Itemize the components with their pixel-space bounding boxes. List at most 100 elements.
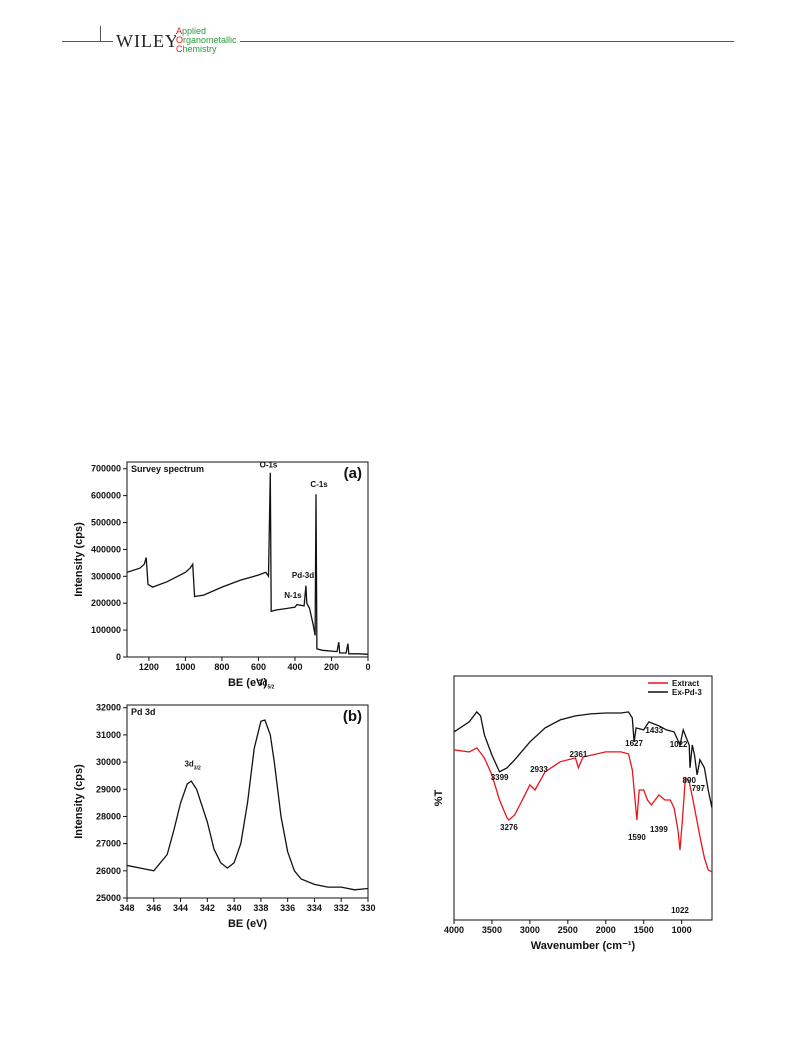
journal-word: Organometallic bbox=[176, 35, 237, 45]
panel-label: (b) bbox=[343, 708, 362, 725]
peak-label-text: 1590 bbox=[628, 833, 646, 842]
x-tick-label: 340 bbox=[227, 903, 242, 913]
publisher: WILEY bbox=[113, 31, 182, 52]
x-tick-label: 334 bbox=[307, 903, 322, 913]
x-tick-label: 1000 bbox=[175, 662, 195, 672]
peak-label: 3399 bbox=[491, 773, 509, 782]
y-tick-label: 29000 bbox=[96, 784, 121, 794]
x-tick-label: 1000 bbox=[672, 925, 692, 935]
header-rule bbox=[62, 41, 734, 42]
x-axis-label: BE (eV) bbox=[228, 677, 267, 689]
y-tick-label: 500000 bbox=[91, 518, 121, 528]
y-tick-label: 600000 bbox=[91, 491, 121, 501]
peak-label-sub: 3/2 bbox=[194, 766, 201, 772]
peak-label: 890 bbox=[683, 776, 697, 785]
y-tick-label: 26000 bbox=[96, 866, 121, 876]
panel-title: Pd 3d bbox=[131, 707, 156, 717]
peak-label: 1627 bbox=[625, 739, 643, 748]
x-tick-label: 330 bbox=[360, 903, 375, 913]
peak-label-text: 1022 bbox=[671, 906, 689, 915]
peak-label: 2933 bbox=[530, 765, 548, 774]
y-tick-label: 200000 bbox=[91, 598, 121, 608]
peak-label-text: O-1s bbox=[260, 460, 278, 469]
spectrum-line bbox=[453, 747, 713, 873]
x-tick-label: 344 bbox=[173, 903, 188, 913]
x-tick-label: 0 bbox=[365, 662, 370, 672]
x-tick-label: 1500 bbox=[634, 925, 654, 935]
peak-label: 1590 bbox=[628, 833, 646, 842]
legend-label: Ex-Pd-3 bbox=[672, 688, 702, 697]
panel-title: Survey spectrum bbox=[131, 464, 204, 474]
x-tick-label: 2000 bbox=[596, 925, 616, 935]
spectrum-line bbox=[453, 710, 713, 809]
legend-label: Extract bbox=[672, 679, 699, 688]
peak-label-text: 1627 bbox=[625, 739, 643, 748]
y-tick-label: 300000 bbox=[91, 571, 121, 581]
y-axis-label: Intensity (cps) bbox=[73, 764, 85, 839]
header-tick bbox=[100, 26, 101, 42]
plot-frame bbox=[126, 461, 369, 658]
peak-label-text: 797 bbox=[692, 784, 706, 793]
x-tick-label: 1200 bbox=[139, 662, 159, 672]
peak-label-text: 3d bbox=[258, 678, 267, 687]
journal-word: Applied bbox=[176, 26, 207, 36]
peak-label-text: 2933 bbox=[530, 765, 548, 774]
x-tick-label: 338 bbox=[253, 903, 268, 913]
y-tick-label: 0 bbox=[116, 652, 121, 662]
y-tick-label: 100000 bbox=[91, 625, 121, 635]
x-tick-label: 800 bbox=[214, 662, 229, 672]
x-axis-label: BE (eV) bbox=[228, 918, 267, 930]
peak-label: 1022 bbox=[670, 740, 688, 749]
x-tick-label: 346 bbox=[146, 903, 161, 913]
peak-label: C-1s bbox=[310, 480, 328, 489]
journal: Applied Organometallic Chemistry bbox=[176, 27, 240, 54]
x-tick-label: 336 bbox=[280, 903, 295, 913]
peak-label-sub: 5/2 bbox=[267, 684, 274, 690]
y-tick-label: 31000 bbox=[96, 730, 121, 740]
peak-label: 1399 bbox=[650, 825, 668, 834]
x-tick-label: 400 bbox=[287, 662, 302, 672]
y-tick-label: 28000 bbox=[96, 811, 121, 821]
spectrum-line bbox=[126, 472, 369, 655]
peak-label-text: 2361 bbox=[569, 750, 587, 759]
x-tick-label: 4000 bbox=[444, 925, 464, 935]
peak-label: Pd-3d bbox=[292, 571, 314, 580]
peak-label: N-1s bbox=[284, 591, 302, 600]
peak-label: 3d3/2 bbox=[184, 760, 201, 772]
peak-label-text: 1022 bbox=[670, 740, 688, 749]
peak-label-text: 3276 bbox=[500, 823, 518, 832]
plot-frame bbox=[453, 675, 713, 921]
x-tick-label: 200 bbox=[324, 662, 339, 672]
peak-label-text: C-1s bbox=[310, 480, 328, 489]
peak-label-text: 1433 bbox=[645, 726, 663, 735]
peak-label: 3276 bbox=[500, 823, 518, 832]
spectrum-line bbox=[126, 719, 369, 891]
peak-label-text: 890 bbox=[683, 776, 697, 785]
peak-label-text: Pd-3d bbox=[292, 571, 314, 580]
x-tick-label: 3000 bbox=[520, 925, 540, 935]
peak-label: 2361 bbox=[569, 750, 587, 759]
panel-label: (a) bbox=[344, 465, 362, 482]
y-axis-label: %T bbox=[433, 789, 445, 806]
plot-frame bbox=[126, 704, 369, 899]
y-tick-label: 27000 bbox=[96, 839, 121, 849]
y-tick-label: 30000 bbox=[96, 757, 121, 767]
peak-label: 3d5/2 bbox=[258, 678, 275, 690]
peak-label-text: 1399 bbox=[650, 825, 668, 834]
x-tick-label: 342 bbox=[200, 903, 215, 913]
y-tick-label: 32000 bbox=[96, 703, 121, 713]
peak-label-text: 3d bbox=[184, 760, 193, 769]
peak-label-text: N-1s bbox=[284, 591, 302, 600]
peak-label: 797 bbox=[692, 784, 706, 793]
peak-label: 1022 bbox=[671, 906, 689, 915]
y-tick-label: 700000 bbox=[91, 464, 121, 474]
y-tick-label: 400000 bbox=[91, 544, 121, 554]
y-axis-label: Intensity (cps) bbox=[73, 522, 85, 597]
peak-label: 1433 bbox=[645, 726, 663, 735]
peak-label-text: 3399 bbox=[491, 773, 509, 782]
x-tick-label: 600 bbox=[251, 662, 266, 672]
journal-word: Chemistry bbox=[176, 44, 217, 54]
x-tick-label: 348 bbox=[119, 903, 134, 913]
